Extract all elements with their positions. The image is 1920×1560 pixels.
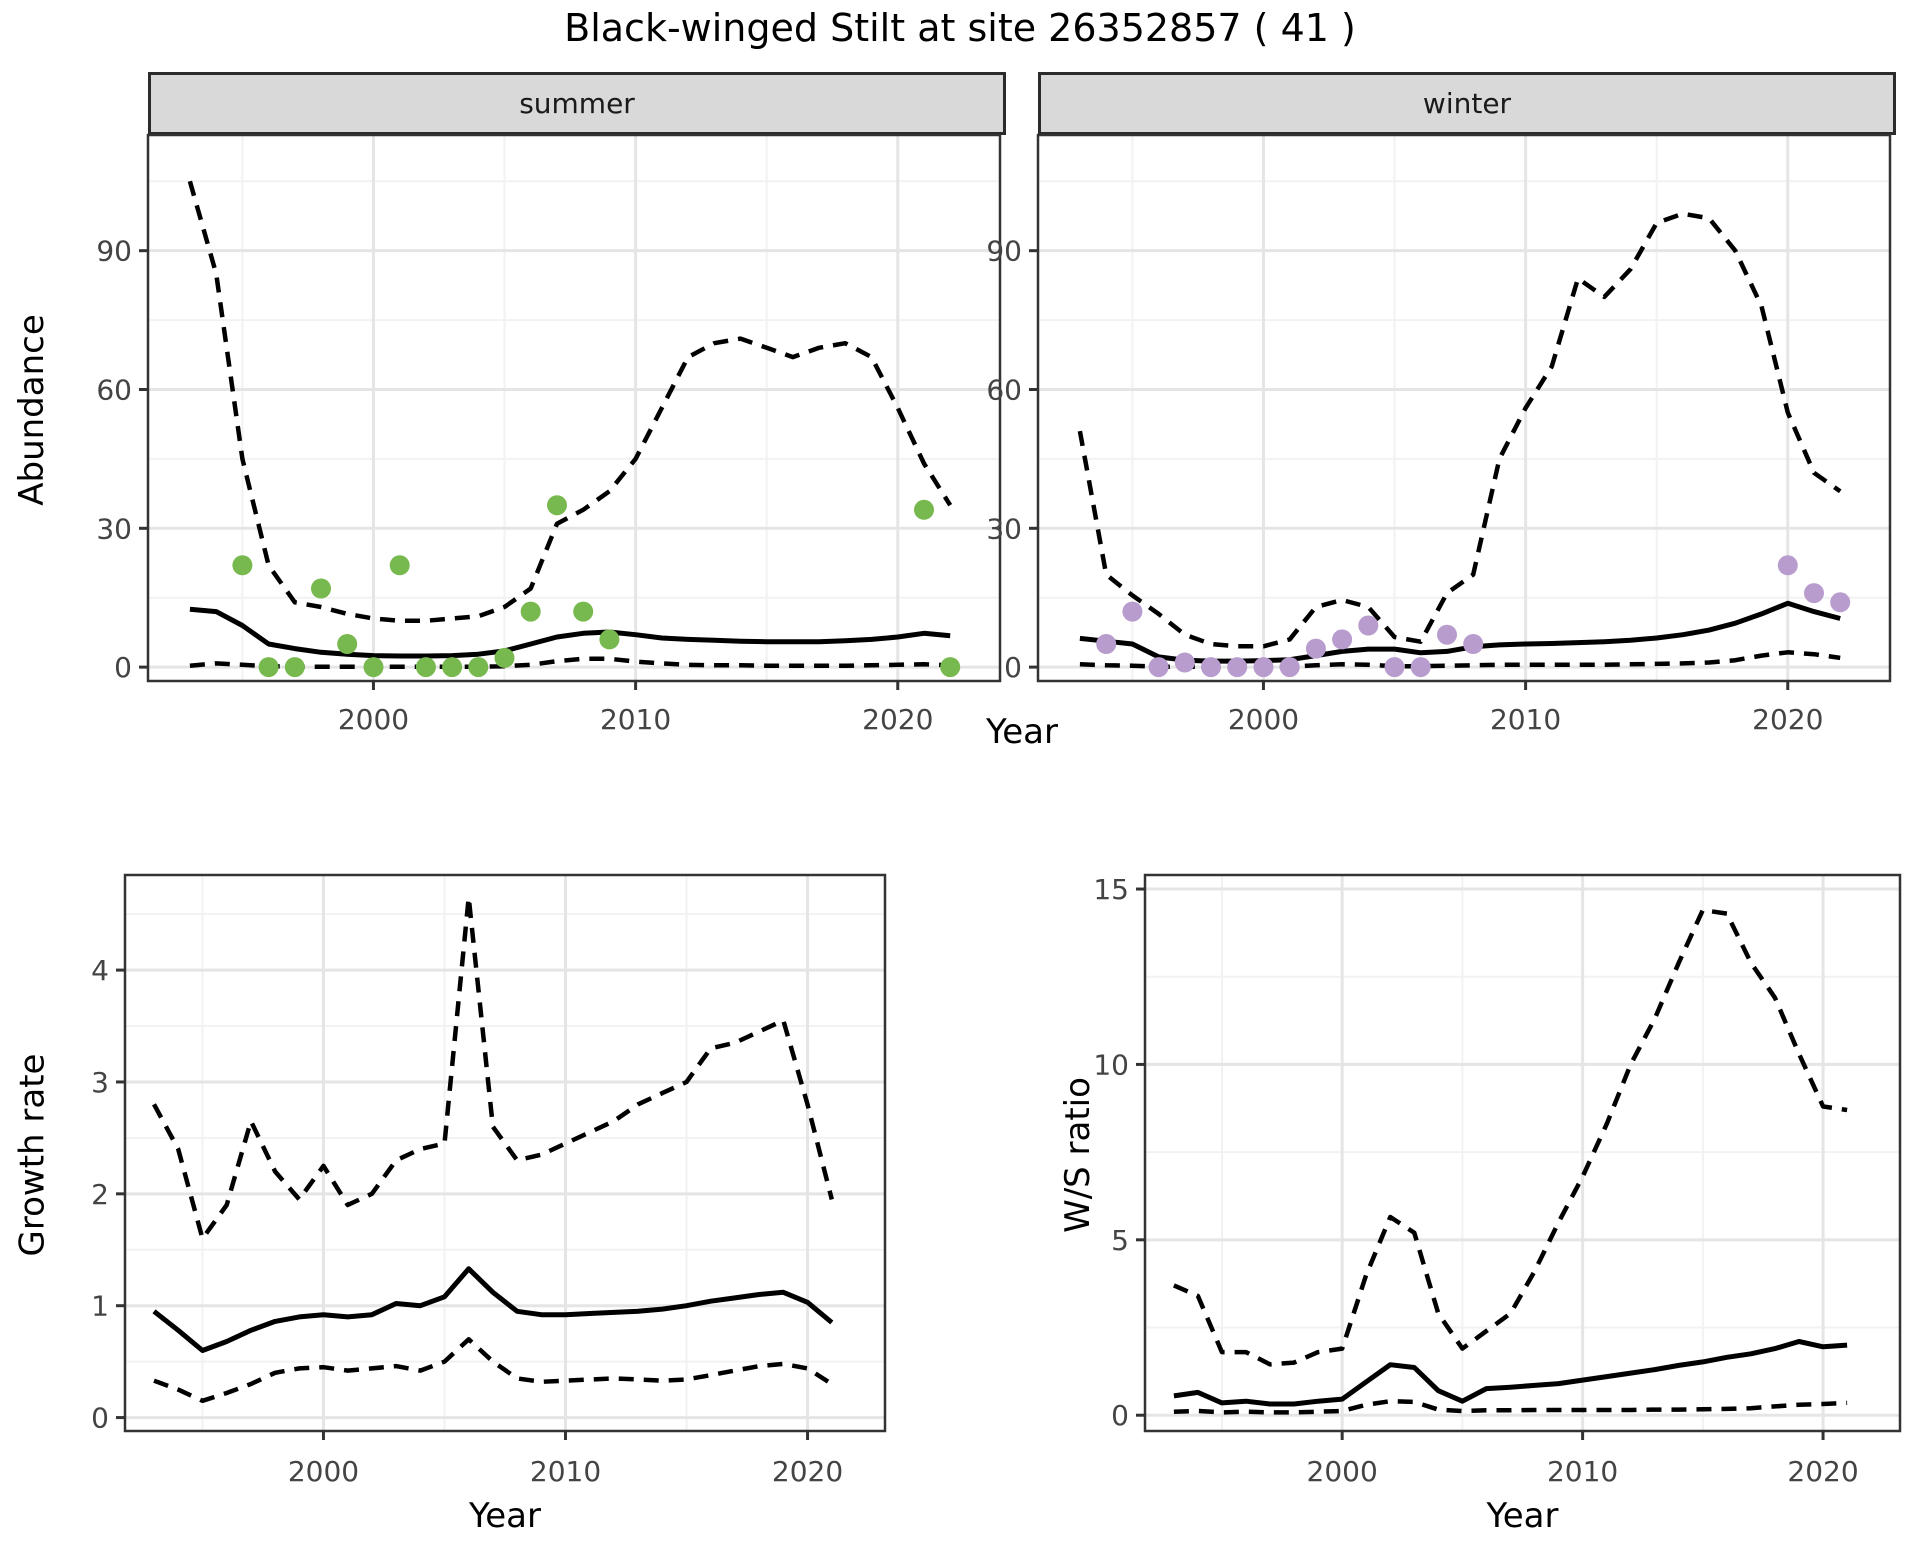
- data-point-abundance_winter: [1201, 657, 1221, 678]
- x-tick-label-growth_rate: 2000: [288, 1455, 359, 1488]
- series-ws_ratio-lower_ci: [1173, 1398, 1848, 1415]
- y-tick-label-growth_rate: 1: [91, 1290, 109, 1323]
- y-tick-label-growth_rate: 4: [91, 954, 109, 987]
- series-abundance_summer-median: [189, 606, 951, 659]
- data-point-abundance_winter: [1174, 652, 1195, 673]
- y-tick-label-ws_ratio: 0: [1111, 1399, 1129, 1432]
- series-abundance_summer-lower_ci: [189, 656, 951, 669]
- data-point-abundance_winter: [1804, 583, 1824, 604]
- data-point-abundance_summer: [363, 657, 384, 678]
- y-tick-label-abundance_winter: 0: [1004, 651, 1022, 684]
- y-tick-label-growth_rate: 2: [91, 1178, 109, 1211]
- data-point-abundance_winter: [1122, 601, 1143, 622]
- series-abundance_summer-upper_ci: [187, 180, 953, 624]
- x-tick-label-abundance_summer: 2010: [600, 703, 671, 736]
- data-point-abundance_winter: [1227, 657, 1248, 678]
- data-point-abundance_summer: [389, 555, 410, 576]
- data-point-abundance_winter: [1332, 629, 1353, 650]
- data-point-abundance_summer: [337, 634, 358, 654]
- series-abundance_winter-upper_ci: [1077, 211, 1842, 649]
- data-point-abundance_winter: [1463, 634, 1484, 654]
- facet-strip-winter: winter: [1038, 72, 1896, 135]
- data-point-abundance_summer: [311, 578, 331, 599]
- data-point-abundance_winter: [1437, 624, 1457, 645]
- data-point-abundance_winter: [1096, 634, 1117, 654]
- chart-title: Black-winged Stilt at site 26352857 ( 41…: [564, 6, 1356, 50]
- x-axis-title-year-abundance: Year: [986, 712, 1058, 752]
- y-tick-label-abundance_winter: 90: [986, 235, 1022, 268]
- data-point-abundance_winter: [1148, 657, 1169, 678]
- y-tick-label-growth_rate: 3: [91, 1066, 109, 1099]
- data-point-abundance_summer: [232, 555, 253, 576]
- data-point-abundance_summer: [573, 601, 594, 622]
- data-point-abundance_winter: [1384, 657, 1405, 678]
- y-tick-label-abundance_winter: 60: [986, 373, 1022, 406]
- data-point-abundance_winter: [1358, 615, 1379, 636]
- data-point-abundance_winter: [1410, 657, 1431, 678]
- panel-abundance_winter: 2000 2010 2020 0 30 60 90: [986, 133, 1892, 736]
- y-tick-label-abundance_winter: 30: [986, 512, 1022, 545]
- x-tick-label-abundance_winter: 2010: [1490, 703, 1561, 736]
- y-tick-label-ws_ratio: 5: [1111, 1224, 1129, 1257]
- data-point-abundance_winter: [1830, 592, 1851, 613]
- data-point-abundance_summer: [284, 657, 305, 678]
- y-tick-label-ws_ratio: 10: [1093, 1048, 1129, 1081]
- y-tick-label-abundance_summer: 60: [96, 373, 132, 406]
- y-tick-label-abundance_summer: 0: [114, 651, 132, 684]
- x-tick-label-growth_rate: 2020: [772, 1455, 843, 1488]
- facet-strip-summer: summer: [148, 72, 1006, 135]
- data-point-abundance_winter: [1253, 657, 1274, 678]
- data-point-abundance_summer: [914, 499, 934, 520]
- data-point-abundance_summer: [520, 601, 541, 622]
- facet-strip-summer-label: summer: [519, 87, 635, 120]
- series-growth_rate-median: [152, 1266, 834, 1353]
- y-tick-label-abundance_summer: 30: [96, 512, 132, 545]
- x-tick-label-ws_ratio: 2020: [1787, 1455, 1858, 1488]
- data-point-abundance_summer: [468, 657, 489, 678]
- x-axis-title-year-ws: Year: [1486, 1496, 1559, 1536]
- panel-abundance_summer: 2000 2010 2020 0 30 60 90: [96, 133, 1002, 736]
- panel-growth_rate: 2000 2010 2020 0 1 2 3 4: [91, 873, 887, 1488]
- panel-ws_ratio: 2000 2010 2020 0 5 10 15: [1093, 873, 1902, 1488]
- data-point-abundance_summer: [599, 629, 620, 650]
- facet-strip-winter-label: winter: [1422, 87, 1512, 120]
- data-point-abundance_summer: [258, 657, 279, 678]
- series-ws_ratio-upper_ci: [1172, 907, 1848, 1367]
- data-point-abundance_summer: [940, 657, 961, 678]
- data-point-abundance_winter: [1279, 657, 1300, 678]
- y-tick-label-growth_rate: 0: [91, 1402, 109, 1435]
- x-tick-label-abundance_winter: 2000: [1228, 703, 1299, 736]
- x-axis-title-year-growth: Year: [469, 1496, 541, 1536]
- data-point-abundance_winter: [1777, 555, 1798, 576]
- series-growth_rate-lower_ci: [153, 1337, 834, 1404]
- data-point-abundance_summer: [494, 647, 515, 668]
- x-tick-label-abundance_summer: 2000: [338, 703, 409, 736]
- data-point-abundance_summer: [415, 657, 436, 678]
- y-tick-label-ws_ratio: 15: [1093, 873, 1129, 906]
- y-tick-label-abundance_summer: 90: [96, 235, 132, 268]
- data-point-abundance_summer: [442, 657, 463, 678]
- x-tick-label-abundance_winter: 2020: [1752, 703, 1823, 736]
- data-point-abundance_winter: [1305, 638, 1326, 659]
- x-tick-label-abundance_summer: 2020: [862, 703, 933, 736]
- x-tick-label-ws_ratio: 2010: [1547, 1455, 1618, 1488]
- series-growth_rate-upper_ci: [152, 895, 834, 1241]
- data-point-abundance_summer: [547, 495, 567, 516]
- x-tick-label-ws_ratio: 2000: [1307, 1455, 1378, 1488]
- series-ws_ratio-median: [1173, 1339, 1848, 1407]
- x-tick-label-growth_rate: 2010: [530, 1455, 601, 1488]
